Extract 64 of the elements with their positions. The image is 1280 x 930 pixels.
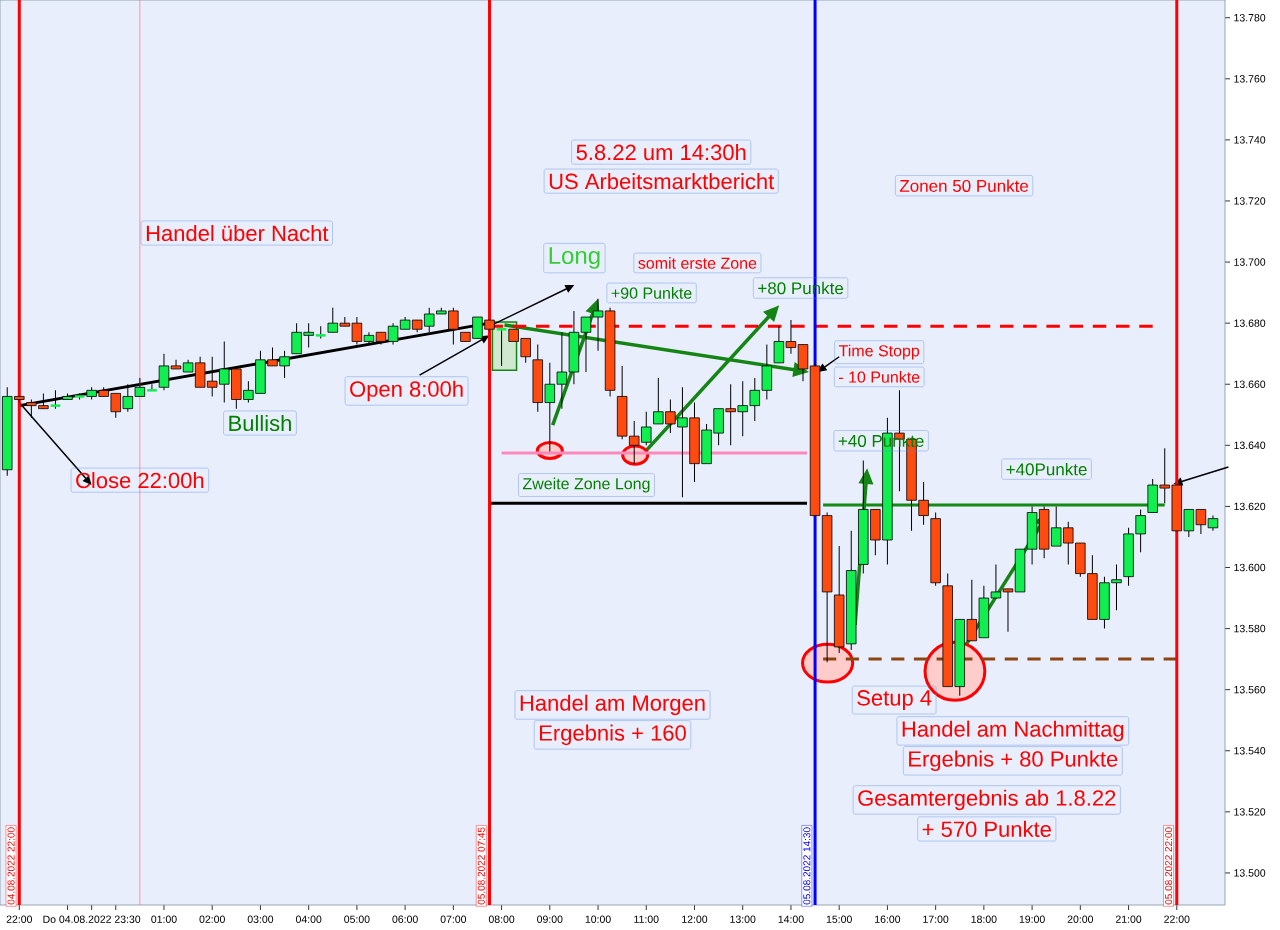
annotation: +40Punkte [1006,462,1087,476]
x-tick-label: 13:00 [730,915,756,923]
annotation: 5.8.22 um 14:30h [576,144,746,161]
x-tick-label: 14:00 [778,915,804,923]
ref-line-label: 05.08.2022 22:00 [1165,827,1173,905]
x-tick-label: 17:00 [923,915,949,923]
x-tick-label: 04:00 [295,915,322,923]
x-tick-label: 15:00 [826,915,852,923]
x-tick-label: 07:00 [440,915,467,923]
x-tick-label: 12:00 [682,915,708,923]
x-tick-label: 11:00 [634,915,659,923]
y-tick-label: 13.660 [1234,380,1266,388]
x-tick-label: 10:00 [585,915,611,923]
annotation: Gesamtergebnis ab 1.8.22 [858,789,1116,811]
annotation: Ergebnis + 80 Punkte [909,750,1118,772]
annotation: somit erste Zone [638,257,757,269]
y-tick-label: 13.720 [1234,197,1266,205]
x-tick-label: 21:00 [1115,915,1142,923]
ref-line-label: 05.08.2022 14:30 [803,827,811,905]
annotation: Handel am Nachmittag [902,720,1124,742]
x-tick-label: 09:00 [537,915,563,923]
annotation: US Arbeitsmarktbericht [549,173,775,190]
y-tick-label: 13.580 [1234,624,1266,633]
x-tick-label: 03:00 [247,915,274,923]
y-tick-label: 13.680 [1234,319,1266,327]
annotation: Ergebnis + 160 [540,724,686,746]
ref-line-label: 05.08.2022 07:45 [477,827,485,905]
y-tick-label: 13.520 [1234,808,1266,816]
annotation: Open 8:00h [350,380,463,402]
annotation: Zonen 50 Punkte [899,179,1029,192]
y-tick-label: 13.740 [1234,136,1266,144]
x-tick-label: 22:00 [6,915,33,923]
annotation: Long [549,247,600,269]
x-tick-label: 06:00 [392,915,418,923]
annotation: Close 22:00h [76,472,204,489]
annotation: + 570 Punkte [922,820,1051,838]
y-tick-label: 13.560 [1234,685,1266,694]
y-tick-label: 13.500 [1234,869,1266,877]
annotation: Handel am Morgen [520,694,705,716]
y-tick-label: 13.700 [1234,258,1266,266]
x-tick-label: 05:00 [344,915,370,923]
y-tick-label: 13.640 [1234,441,1266,450]
annotation: +90 Punkte [611,287,692,299]
annotation: Time Stopp [838,344,920,360]
y-tick-label: 13.600 [1234,563,1266,572]
y-tick-label: 13.620 [1234,502,1266,511]
annotation: Setup 4 [857,690,932,711]
annotation: - 10 Punkte [839,371,920,383]
x-tick-label: 20:00 [1067,915,1094,923]
x-tick-label: 19:00 [1019,915,1045,923]
x-tick-label: 22:00 [1164,915,1190,923]
x-tick-label: Do 04.08.2022 23:30 [43,915,141,923]
annotation: Handel über Nacht [146,224,329,242]
y-tick-label: 13.540 [1234,747,1266,755]
x-tick-label: 16:00 [875,915,901,923]
x-tick-label: 02:00 [199,915,225,923]
annotation: Bullish [229,414,291,432]
y-tick-label: 13.780 [1234,14,1266,22]
x-tick-label: 08:00 [488,915,515,923]
y-tick-label: 13.760 [1234,75,1266,83]
x-tick-label: 18:00 [971,915,997,923]
ref-line-label: 04.08.2022 22:00 [7,827,15,905]
annotation: Zweite Zone Long [522,477,650,493]
x-tick-label: 01:00 [151,915,177,923]
